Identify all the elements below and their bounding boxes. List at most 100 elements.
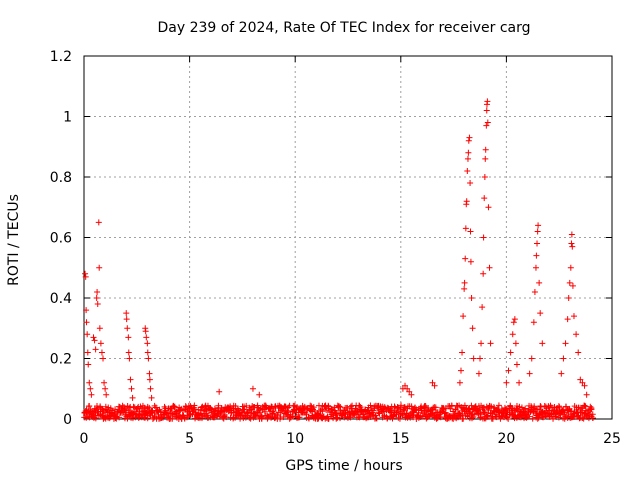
baseline-point [552,413,559,420]
baseline-point [243,402,250,409]
data-point [470,355,477,362]
data-point [145,355,152,362]
baseline-point [282,403,289,410]
data-point [90,334,97,341]
data-point [83,319,90,326]
baseline-point [495,402,502,409]
data-point [123,310,130,317]
baseline-point [448,403,455,410]
baseline-point [261,408,268,415]
baseline-point [468,415,475,422]
data-point [82,270,89,277]
data-point [82,273,89,280]
data-point [124,325,131,332]
baseline-point [334,402,341,409]
baseline-point [587,403,594,410]
data-point [460,313,467,320]
data-point [148,394,155,401]
baseline-point [91,414,98,421]
data-point [535,222,542,229]
baseline-point [562,403,569,410]
data-point [510,319,517,326]
baseline-point [396,415,403,422]
baseline-point [165,414,172,421]
data-point [88,391,95,398]
data-point [84,331,91,338]
baseline-point [113,415,120,422]
data-point [146,370,153,377]
baseline-point [223,414,230,421]
baseline-point [234,406,241,413]
data-point [128,385,135,392]
baseline-point [296,414,303,421]
data-point [481,195,488,202]
x-axis-label: GPS time / hours [285,458,402,474]
baseline-point [258,415,265,422]
baseline-point [561,415,568,422]
baseline-point [372,412,379,419]
baseline-point [477,414,484,421]
data-point [481,174,488,180]
baseline-point [460,405,467,412]
data-point [537,310,544,317]
data-point [462,255,469,262]
data-point [461,279,468,286]
data-point [87,385,94,392]
plot-area [83,55,613,420]
data-point [581,382,588,389]
data-point [469,325,476,332]
baseline-point [274,412,281,419]
data-point [404,385,411,392]
data-point [568,240,575,247]
data-point [569,282,576,289]
data-points [81,98,596,422]
data-point [509,331,516,338]
data-point [480,234,487,241]
data-point [487,340,494,347]
data-point [429,379,436,386]
data-point [216,388,223,395]
data-point [477,355,483,362]
x-tick-label: 0 [80,431,89,447]
baseline-point [107,413,114,420]
data-point [539,340,546,347]
y-tick-label: 0.4 [50,291,72,307]
data-point [85,361,92,368]
data-point [505,367,512,374]
data-point [528,355,535,362]
data-point [583,391,590,398]
data-point [568,231,575,238]
data-point [485,204,492,211]
data-point [143,334,150,341]
y-tick-label: 0 [63,412,72,428]
data-point [127,376,134,383]
data-point [101,379,108,386]
data-point [467,228,474,235]
baseline-point [282,403,289,410]
baseline-point [505,415,512,422]
baseline-point [516,403,523,410]
data-point [465,137,472,144]
data-point [479,304,486,311]
baseline-point [545,410,552,417]
data-point [566,279,573,286]
baseline-point [146,404,153,411]
baseline-point [447,405,454,412]
baseline-point [487,410,494,417]
baseline-point [116,414,123,421]
data-point [464,155,471,162]
baseline-point [529,415,536,422]
baseline-point [131,408,138,415]
data-point [503,379,510,386]
data-point [129,394,136,401]
baseline-point [254,402,261,409]
baseline-point [432,404,439,411]
baseline-point [384,415,391,422]
baseline-point [419,412,426,419]
baseline-point [303,411,310,418]
data-point [457,367,464,374]
data-point [530,319,537,326]
baseline-point [391,403,398,410]
data-point [475,370,482,377]
data-point [431,382,438,389]
